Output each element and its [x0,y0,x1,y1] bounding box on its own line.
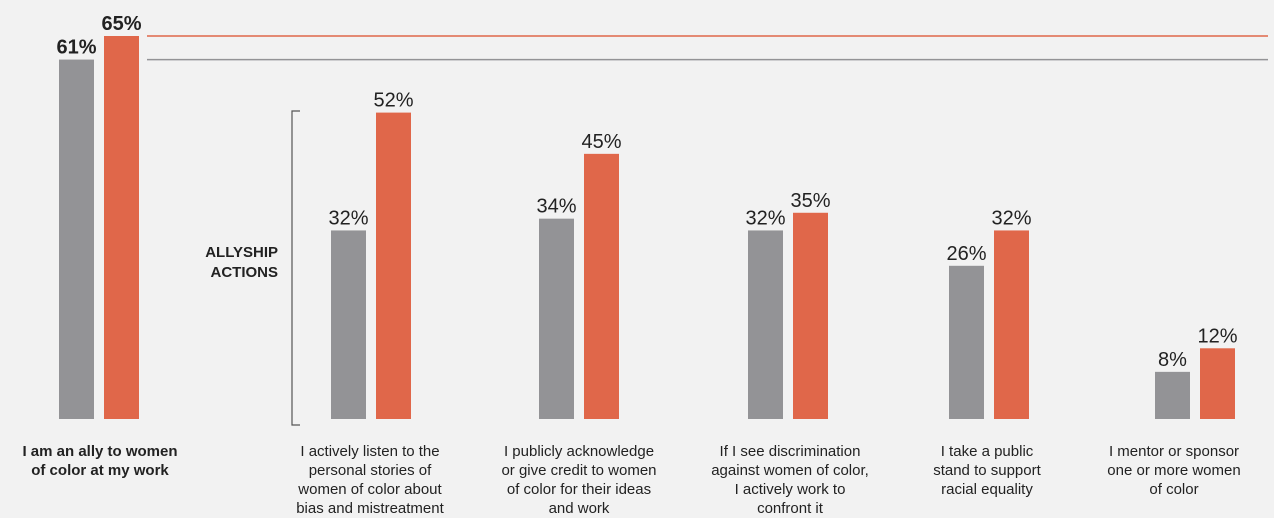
bar-series0-cat5 [1155,371,1190,419]
reference-lines [147,35,1268,61]
bar-series0-cat2 [539,218,574,419]
category-label-3: If I see discrimination against women of… [711,443,869,517]
value-label-series0-cat3: 32% [745,207,785,229]
bracket-label-line-2: ACTIONS [211,264,279,281]
bar-series1-cat3 [793,212,828,419]
category-label-2: I publicly acknowledge or give credit to… [501,443,657,517]
value-label-series0-cat4: 26% [946,243,986,265]
bar-series1-cat4 [994,230,1029,419]
bar-series0-cat4 [949,265,984,419]
value-label-series1-cat5: 12% [1197,325,1237,347]
bar-series1-cat5 [1200,348,1235,419]
bar-series0-cat1 [331,230,366,419]
value-label-series1-cat3: 35% [790,190,830,212]
bar-series1-cat0 [104,36,139,419]
value-label-series1-cat2: 45% [581,131,621,153]
value-label-series0-cat1: 32% [328,207,368,229]
bar-series0-cat3 [748,230,783,419]
value-label-series1-cat4: 32% [991,207,1031,229]
bar-series0-cat0 [59,59,94,420]
value-label-series1-cat1: 52% [373,90,413,112]
allyship-bracket: ALLYSHIP ACTIONS [205,110,300,426]
category-label-1: I actively listen to the personal storie… [296,443,444,517]
value-label-series1-cat0: 65% [101,13,141,35]
bars [59,36,1235,420]
value-label-series0-cat5: 8% [1158,349,1187,371]
bracket-label-line-1: ALLYSHIP [205,244,278,261]
bar-series1-cat2 [584,153,619,419]
category-label-0: I am an ally to women of color at my wor… [22,443,178,479]
bar-series1-cat1 [376,112,411,419]
value-label-series0-cat2: 34% [536,196,576,218]
value-labels: 61%32%34%32%26%8%65%52%45%35%32%12% [56,13,1237,371]
category-label-4: I take a public stand to support racial … [933,443,1041,498]
category-label-5: I mentor or sponsor one or more women of… [1107,443,1241,498]
value-label-series0-cat0: 61% [56,37,96,59]
